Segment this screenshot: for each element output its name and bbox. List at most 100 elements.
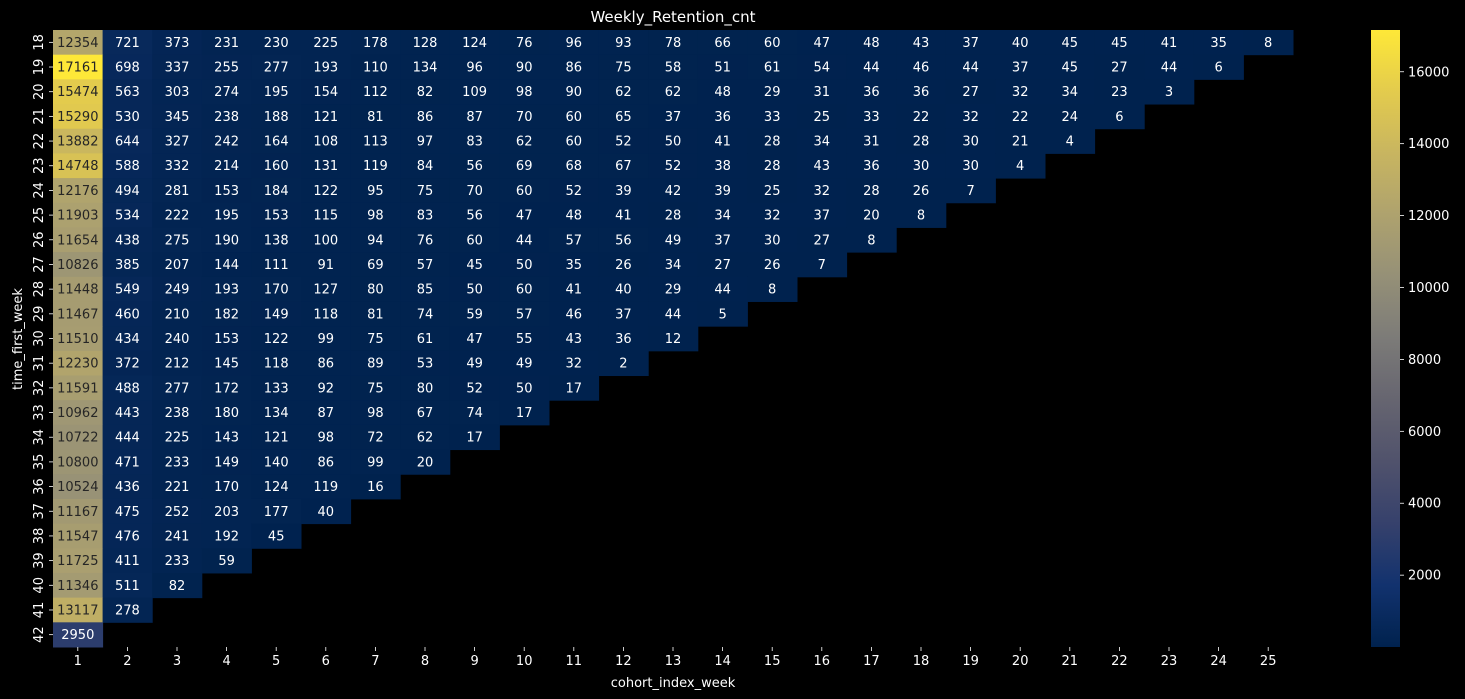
- cell-label: 60: [466, 233, 483, 248]
- x-axis-label: cohort_index_week: [611, 676, 736, 691]
- y-axis-label: time_first_week: [11, 288, 26, 390]
- heatmap-cell: [896, 54, 947, 80]
- cell-label: 29: [665, 283, 682, 298]
- heatmap-cell: [350, 227, 401, 253]
- heatmap-cell: [747, 153, 798, 179]
- heatmap-cell: [449, 227, 500, 253]
- heatmap-cell: [598, 153, 649, 179]
- heatmap-cell: [747, 227, 798, 253]
- heatmap-cell: [251, 276, 302, 302]
- cell-label: 62: [417, 431, 434, 446]
- heatmap-cell: [53, 400, 104, 426]
- heatmap-cell: [747, 202, 798, 228]
- heatmap-cell: [846, 128, 897, 154]
- heatmap-cell: [201, 104, 252, 130]
- heatmap-cell: [499, 104, 550, 130]
- cell-label: 27: [714, 258, 731, 273]
- heatmap-cell: [697, 54, 748, 80]
- cell-label: 80: [417, 381, 434, 396]
- heatmap-cell: [846, 30, 897, 56]
- cell-label: 28: [764, 159, 781, 174]
- y-tick-label: 28: [32, 281, 47, 298]
- heatmap-cell: [201, 498, 252, 525]
- heatmap-cell: [102, 202, 153, 228]
- cell-label: 32: [764, 209, 781, 224]
- cell-label: 193: [313, 61, 338, 76]
- cell-label: 62: [665, 85, 682, 100]
- heatmap-cell: [1045, 54, 1096, 80]
- heatmap-cell: [499, 54, 550, 80]
- cell-label: 281: [165, 184, 190, 199]
- heatmap-cell: [1144, 54, 1195, 80]
- heatmap-cell: [499, 375, 550, 401]
- x-tick-label: 2: [123, 654, 131, 669]
- cell-label: 36: [913, 85, 930, 100]
- heatmap-cell: [1094, 104, 1145, 130]
- cell-label: 31: [863, 135, 880, 150]
- cell-label: 252: [165, 505, 190, 520]
- heatmap-cell: [102, 128, 153, 154]
- cell-label: 37: [615, 307, 632, 322]
- cell-label: 11467: [57, 307, 98, 322]
- heatmap-cell: [251, 523, 302, 549]
- heatmap-cell: [53, 326, 104, 352]
- cell-label: 534: [115, 209, 140, 224]
- colorbar-tick-label: 4000: [1408, 497, 1441, 512]
- heatmap-cell: [697, 79, 748, 105]
- cell-label: 184: [264, 184, 289, 199]
- heatmap-cell: [102, 498, 153, 525]
- heatmap-cell: [53, 622, 104, 648]
- heatmap-cell: [549, 350, 600, 377]
- heatmap-cell: [350, 128, 401, 154]
- heatmap-cell: [53, 30, 104, 56]
- heatmap-cell: [648, 326, 699, 352]
- heatmap-cell: [102, 326, 153, 352]
- y-tick-label: 19: [32, 59, 47, 76]
- heatmap-cell: [995, 30, 1046, 56]
- heatmap-cell: [648, 104, 699, 130]
- heatmap-cell: [53, 202, 104, 228]
- cell-label: 238: [214, 110, 239, 125]
- cell-label: 411: [115, 554, 140, 569]
- heatmap-cell: [251, 326, 302, 352]
- cell-label: 74: [417, 307, 434, 322]
- cell-label: 11448: [57, 283, 98, 298]
- cell-label: 112: [363, 85, 388, 100]
- cell-label: 86: [417, 110, 434, 125]
- cell-label: 57: [516, 307, 533, 322]
- heatmap-cell: [846, 153, 897, 179]
- heatmap-cell: [152, 474, 203, 500]
- cell-label: 37: [665, 110, 682, 125]
- heatmap-cell: [350, 252, 401, 278]
- heatmap-cell: [53, 227, 104, 253]
- cell-label: 17161: [57, 61, 98, 76]
- cell-label: 11167: [57, 505, 98, 520]
- cell-label: 195: [214, 209, 239, 224]
- cell-label: 149: [264, 307, 289, 322]
- heatmap-cell: [102, 375, 153, 401]
- heatmap-cell: [400, 178, 451, 204]
- heatmap-cell: [648, 252, 699, 278]
- x-tick-label: 12: [615, 654, 632, 669]
- heatmap-cell: [251, 54, 302, 80]
- cell-label: 242: [214, 135, 239, 150]
- cell-label: 11346: [57, 579, 98, 594]
- heatmap-cell: [102, 54, 153, 80]
- cell-label: 144: [214, 258, 239, 273]
- heatmap-cell: [201, 375, 252, 401]
- cell-label: 43: [814, 159, 831, 174]
- heatmap-cell: [549, 202, 600, 228]
- heatmap-cell: [201, 548, 252, 574]
- cell-label: 32: [1012, 85, 1029, 100]
- heatmap-cell: [499, 252, 550, 278]
- cell-label: 121: [264, 431, 289, 446]
- cell-label: 56: [615, 233, 632, 248]
- x-tick-label: 23: [1161, 654, 1178, 669]
- cell-label: 98: [367, 406, 384, 421]
- heatmap-cell: [449, 79, 500, 105]
- heatmap-cell: [648, 153, 699, 179]
- heatmap-cell: [102, 276, 153, 302]
- heatmap-cell: [251, 153, 302, 179]
- heatmap-cell: [152, 301, 203, 327]
- heatmap-cell: [648, 276, 699, 302]
